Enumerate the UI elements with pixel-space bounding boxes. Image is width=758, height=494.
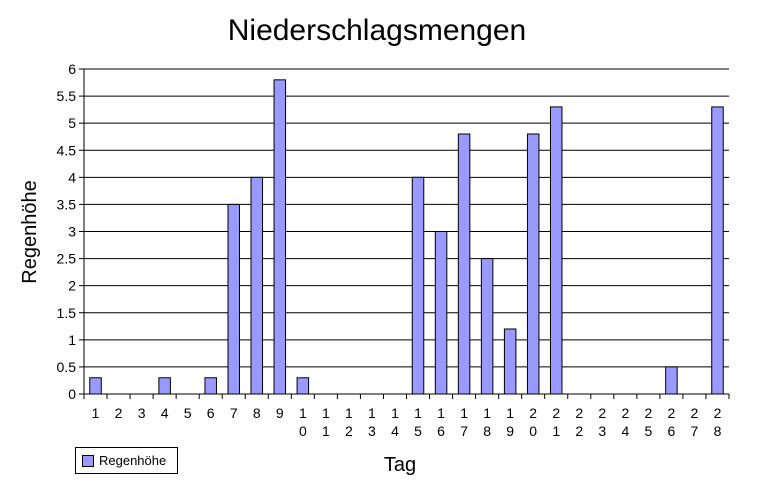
bars [89, 79, 724, 395]
x-tick-label: 6 [207, 405, 215, 421]
y-tick-label: 1 [68, 332, 76, 348]
y-tick-label: 2 [68, 278, 76, 294]
bar [411, 176, 425, 395]
bar [296, 377, 310, 395]
bar [227, 203, 240, 395]
y-tick-label: 3 [68, 224, 76, 240]
x-tick-label: 1 [92, 405, 100, 421]
legend-swatch [82, 454, 94, 467]
bar [711, 106, 724, 395]
bar [273, 79, 287, 395]
x-tick-labels: 1 2 3 4 5 6 7 8 9 1 01 11 21 31 41 51 61 71 81 92 02 12 22 32 42… [83, 394, 730, 439]
bar [89, 377, 102, 395]
y-tick-label: 2.5 [57, 251, 77, 267]
y-tick-label: 4.5 [57, 142, 77, 158]
y-tick-label: 0 [68, 386, 76, 402]
bar [549, 106, 563, 395]
x-tick-label: 3 [138, 405, 146, 421]
x-tick-label: 5 [184, 405, 192, 421]
bar [457, 133, 471, 395]
bar [158, 377, 171, 395]
y-tick-labels: 0 0.5 1 1.5 2 2.5 3 3.5 4 4.5 5 5.5 6 [57, 61, 84, 402]
x-tick-label: 9 [276, 405, 284, 421]
y-tick-label: 5 [68, 115, 76, 131]
legend: Regenhöhe [75, 447, 178, 474]
legend-label: Regenhöhe [99, 453, 167, 468]
y-axis-label: Regenhöhe [19, 180, 41, 283]
bar [480, 258, 494, 395]
gridlines [84, 68, 729, 368]
bar [503, 328, 517, 395]
y-tick-label: 6 [68, 61, 76, 77]
bar [250, 176, 264, 395]
x-tick-label: 2 [115, 405, 123, 421]
bar [434, 231, 448, 395]
y-tick-label: 5.5 [57, 88, 77, 104]
x-tick-label: 7 [230, 405, 238, 421]
y-tick-label: 3.5 [57, 196, 77, 212]
x-tick-label: 8 [253, 405, 261, 421]
chart-title: Niederschlagsmengen [228, 14, 527, 47]
y-tick-label: 1.5 [57, 305, 77, 321]
bar [204, 377, 217, 395]
y-tick-label: 4 [68, 169, 76, 185]
y-tick-label: 0.5 [57, 359, 77, 375]
bar [526, 133, 540, 395]
x-tick-label: 4 [161, 405, 169, 421]
bar [665, 366, 678, 395]
x-axis-label: Tag [384, 454, 416, 476]
